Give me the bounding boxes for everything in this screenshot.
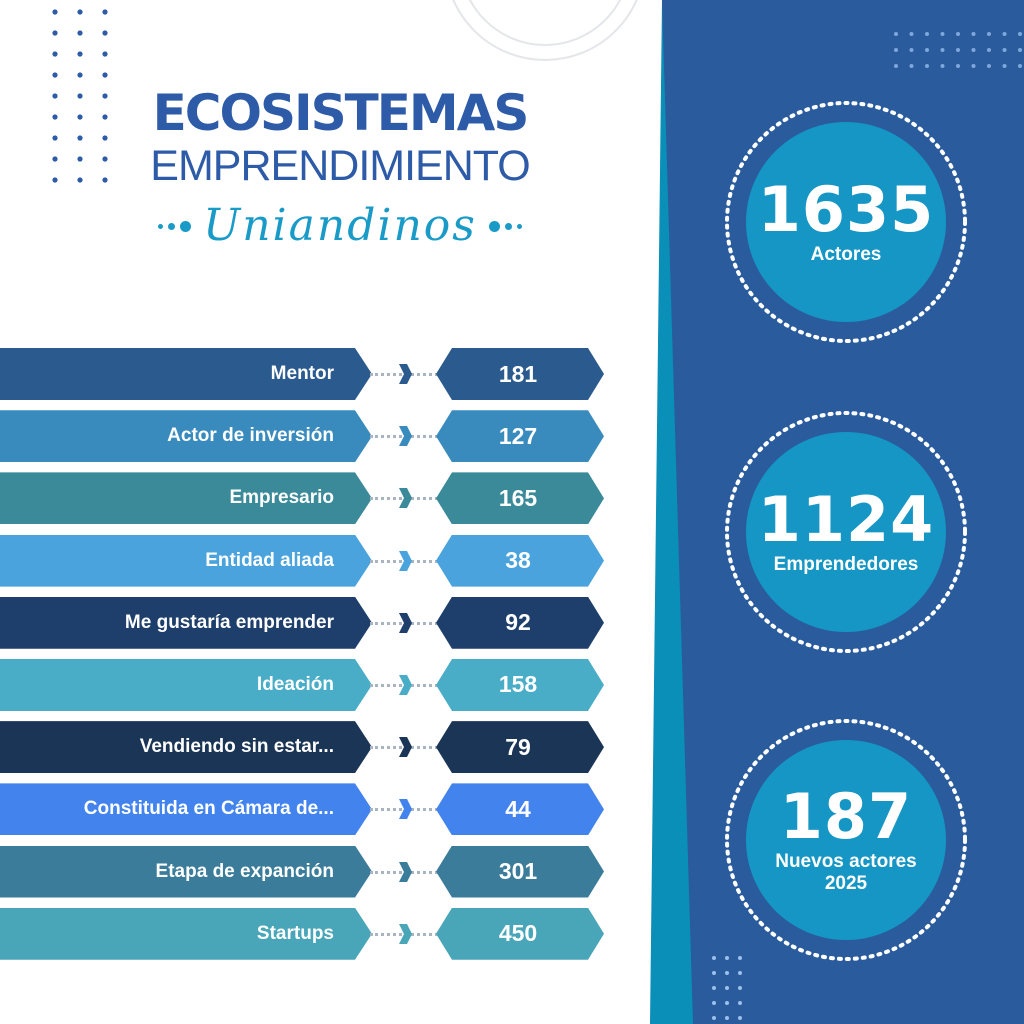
category-row-entidad-aliada: Entidad aliada 38 [0, 534, 620, 587]
category-label: Constituida en Cámara de... [0, 783, 372, 836]
chevron-right-icon [399, 426, 412, 447]
stat-nuevos-actores: 187 Nuevos actores 2025 [746, 740, 946, 940]
stat-circle-3 [725, 719, 967, 961]
category-row-etapa-de-expancion: Etapa de expanción 301 [0, 845, 620, 898]
category-row-vendiendo-sin-estar: Vendiendo sin estar... 79 [0, 721, 620, 774]
category-label: Mentor [0, 348, 372, 400]
category-value: 92 [436, 596, 604, 649]
category-label: Etapa de expanción [0, 845, 372, 898]
category-row-actor-de-inversion: Actor de inversión 127 [0, 410, 620, 463]
chevron-right-icon [399, 550, 412, 571]
category-value: 165 [436, 472, 604, 525]
chevron-right-icon [399, 364, 412, 384]
category-value: 450 [436, 907, 604, 960]
category-value: 127 [436, 410, 604, 463]
stat-number: 187 [779, 780, 913, 853]
category-row-me-gustaria-emprender: Me gustaría emprender 92 [0, 596, 620, 649]
category-row-constituida-en-camara: Constituida en Cámara de... 44 [0, 783, 620, 836]
category-label: Entidad aliada [0, 534, 372, 587]
stat-emprendedores: 1124 Emprendedores [746, 432, 946, 632]
chevron-right-icon [399, 861, 412, 882]
chevron-right-icon [399, 488, 412, 509]
dot-grid-left [52, 9, 108, 183]
category-value: 158 [436, 658, 604, 711]
title-line-2: EMPRENDIMIENTO [150, 142, 530, 190]
title-block: ECOSISTEMAS EMPRENDIMIENTO Uniandinos [120, 84, 560, 256]
decorative-dots-right [488, 220, 522, 232]
category-row-startups: Startups 450 [0, 907, 620, 960]
category-row-empresario: Empresario 165 [0, 472, 620, 525]
dot-grid-right [894, 32, 1022, 68]
dot-grid-bottom [712, 956, 742, 1020]
category-row-ideacion: Ideación 158 [0, 658, 620, 711]
stat-actores: 1635 Actores [746, 122, 946, 322]
category-row-mentor: Mentor 181 [0, 348, 620, 400]
stat-label: Emprendedores [773, 554, 919, 575]
top-arc-decoration [452, 0, 638, 61]
category-label: Actor de inversión [0, 410, 372, 463]
category-label: Vendiendo sin estar... [0, 721, 372, 774]
title-script-row: Uniandinos [120, 196, 560, 256]
chevron-right-icon [399, 923, 412, 944]
category-label: Me gustaría emprender [0, 596, 372, 649]
stat-circle-1 [725, 101, 967, 343]
category-list: Mentor 181 Actor de inversión 127 Empres… [0, 348, 620, 970]
category-label: Empresario [0, 472, 372, 525]
title-script: Uniandinos [203, 200, 477, 251]
stat-number: 1124 [757, 483, 935, 556]
category-value: 38 [436, 534, 604, 587]
chevron-right-icon [399, 674, 412, 695]
stat-label: Nuevos actores 2025 [775, 851, 917, 894]
title-line-1: ECOSISTEMAS [152, 84, 530, 142]
category-value: 44 [436, 783, 604, 836]
decorative-dots-left [158, 220, 192, 232]
chevron-right-icon [399, 737, 412, 758]
stat-number: 1635 [757, 173, 935, 246]
chevron-right-icon [399, 612, 412, 633]
stat-circle-2 [725, 411, 967, 653]
category-value: 79 [436, 721, 604, 774]
category-label: Ideación [0, 658, 372, 711]
chevron-right-icon [399, 799, 412, 820]
category-value: 301 [436, 845, 604, 898]
category-label: Startups [0, 907, 372, 960]
category-value: 181 [436, 348, 604, 400]
stat-label: Actores [810, 244, 882, 265]
